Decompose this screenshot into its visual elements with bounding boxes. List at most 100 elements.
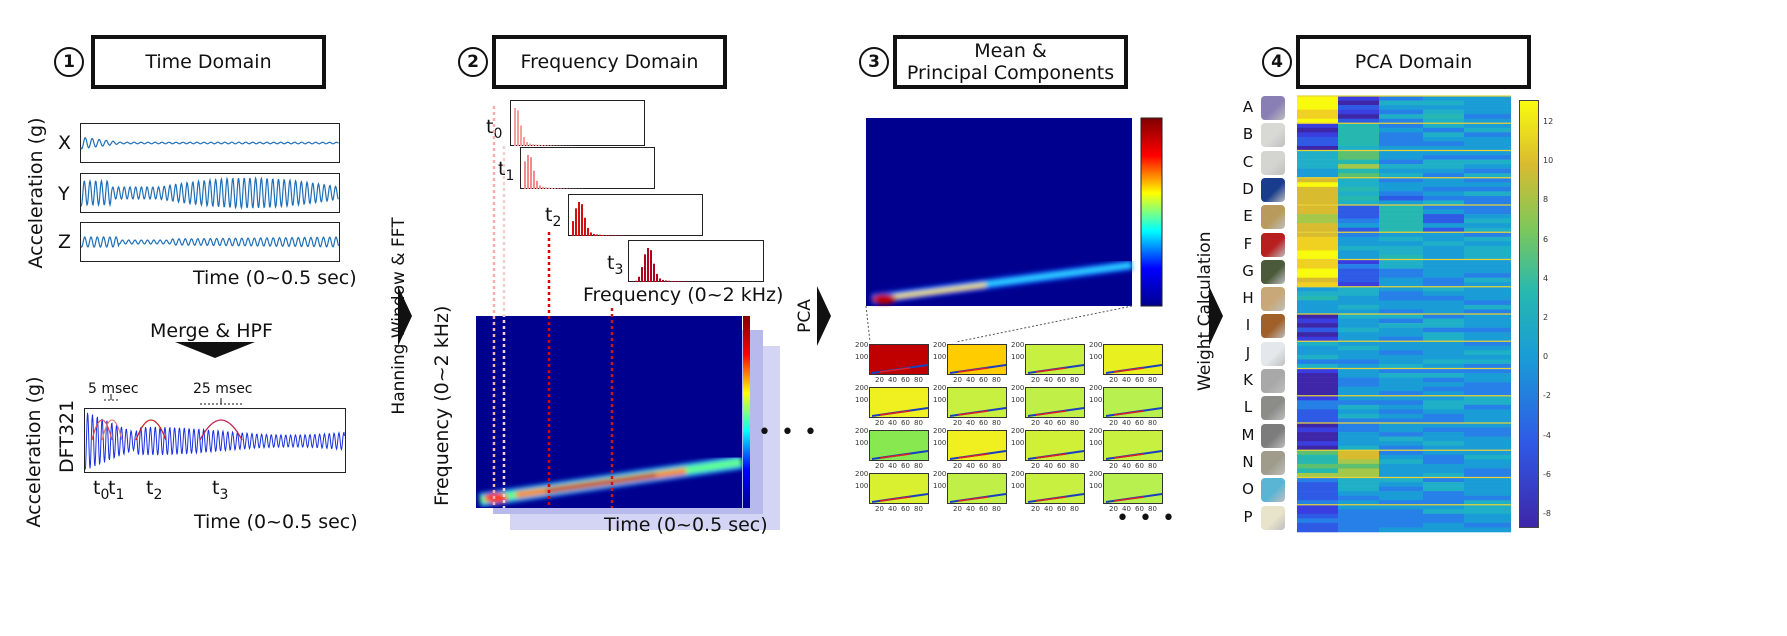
- spectrum-bar: [550, 145, 552, 146]
- pc-tick-x: 80: [1070, 505, 1079, 513]
- heatmap-cell: [1379, 105, 1423, 110]
- step-3-title: Mean & Principal Components: [893, 35, 1128, 89]
- heatmap-cell: [1379, 173, 1423, 179]
- heatmap-cell: [1338, 454, 1379, 460]
- step-1-title: Time Domain: [91, 35, 326, 89]
- material-cube-icon: [1261, 450, 1285, 475]
- heatmap-cell: [1379, 400, 1423, 406]
- material-cube-icon: [1261, 369, 1285, 393]
- heatmap-cell: [1338, 191, 1379, 197]
- heatmap-cell: [1464, 363, 1511, 369]
- heatmap-cell: [1338, 491, 1379, 496]
- spectrum-t2: [568, 194, 703, 236]
- heatmap-cell: [1338, 495, 1379, 501]
- heatmap-cell: [1423, 100, 1464, 106]
- heatmap-cell: [1464, 477, 1511, 483]
- heatmap-cell: [1464, 454, 1511, 460]
- spectrum-bar: [517, 110, 519, 146]
- heatmap-cell: [1297, 127, 1338, 133]
- heatmap-cell: [1464, 127, 1511, 133]
- heatmap-cell: [1464, 132, 1511, 138]
- heatmap-cell: [1464, 177, 1511, 183]
- heatmap-cell: [1379, 96, 1423, 101]
- spectrum-bar: [647, 248, 649, 282]
- heatmap-cell: [1423, 450, 1464, 456]
- spectrum-bar: [545, 187, 547, 189]
- heatmap-cell: [1338, 459, 1379, 465]
- heatmap-cell: [1297, 136, 1338, 142]
- heatmap-cell: [1464, 491, 1511, 496]
- time-domain-x-label: Time (0~0.5 sec): [193, 267, 357, 289]
- heatmap-cell: [1423, 395, 1464, 401]
- material-label: N: [1242, 452, 1254, 471]
- pc-tick-x: 20: [953, 462, 962, 470]
- heatmap-cell: [1423, 463, 1464, 469]
- heatmap-cell: [1423, 354, 1464, 360]
- heatmap-cell: [1338, 159, 1379, 165]
- heatmap-cell: [1464, 323, 1511, 328]
- heatmap-cell: [1379, 304, 1423, 310]
- heatmap-cell: [1338, 195, 1379, 201]
- heatmap-cell: [1423, 168, 1464, 174]
- heatmap-cell: [1338, 382, 1379, 387]
- heatmap-cell: [1297, 318, 1338, 324]
- pc-tick-x: 40: [966, 376, 975, 384]
- heatmap-cell: [1464, 304, 1511, 310]
- heatmap-cell: [1423, 205, 1464, 210]
- heatmap-cell: [1338, 377, 1379, 383]
- heatmap-cell: [1338, 295, 1379, 301]
- heatmap-cell: [1464, 445, 1511, 451]
- step-4-number: 4: [1262, 47, 1292, 77]
- time-domain-y-label: Acceleration (g): [25, 117, 47, 269]
- spectrum-bar: [536, 180, 538, 189]
- heatmap-cell: [1297, 518, 1338, 524]
- heatmap-cell: [1379, 250, 1423, 256]
- heatmap-cell: [1464, 486, 1511, 492]
- heatmap-cell: [1338, 445, 1379, 451]
- heatmap-cell: [1423, 482, 1464, 487]
- heatmap-cell: [1423, 522, 1464, 528]
- pc-tick-x: 60: [1057, 462, 1066, 470]
- heatmap-cell: [1379, 491, 1423, 496]
- heatmap-cell: [1338, 277, 1379, 283]
- heatmap-cell: [1379, 459, 1423, 465]
- heatmap-cell: [1297, 182, 1338, 188]
- heatmap-cell: [1423, 472, 1464, 478]
- heatmap-cell: [1379, 195, 1423, 201]
- heatmap-cell: [1297, 109, 1338, 115]
- spectrum-bar: [596, 234, 598, 236]
- heatmap-cell: [1423, 423, 1464, 428]
- spectrum-bar: [529, 143, 531, 146]
- pc-cell: [869, 473, 929, 504]
- pc-tick-x: 60: [1135, 505, 1144, 513]
- pc-tick-x: 40: [1044, 462, 1053, 470]
- material-label: O: [1242, 480, 1254, 499]
- heatmap-cell: [1423, 427, 1464, 433]
- heatmap-cell: [1464, 504, 1511, 510]
- heatmap-cell: [1423, 223, 1464, 229]
- heatmap-cell: [1338, 109, 1379, 115]
- heatmap-cell: [1379, 141, 1423, 147]
- heatmap-cell: [1379, 323, 1423, 328]
- heatmap-cell: [1338, 386, 1379, 392]
- heatmap-cell: [1379, 432, 1423, 437]
- heatmap-cell: [1464, 118, 1511, 124]
- heatmap-cell: [1464, 450, 1511, 456]
- heatmap-cell: [1423, 259, 1464, 265]
- pc-tick-x: 40: [966, 462, 975, 470]
- spectrum-bar: [656, 273, 658, 282]
- heatmap-cell: [1464, 518, 1511, 524]
- heatmap-cell: [1297, 250, 1338, 256]
- heatmap-cell: [1297, 245, 1338, 251]
- spectrum-bar: [611, 235, 613, 236]
- pc-cell: [1025, 473, 1085, 504]
- heatmap-cell: [1297, 463, 1338, 469]
- pc-tick-x: 40: [1122, 419, 1131, 427]
- heatmap-cell: [1338, 332, 1379, 338]
- heatmap-cell: [1464, 350, 1511, 356]
- heatmap-cell: [1423, 159, 1464, 165]
- window-25msec-label: 25 msec: [193, 381, 253, 397]
- material-label: D: [1242, 179, 1254, 198]
- heatmap-cell: [1423, 518, 1464, 524]
- heatmap-cell: [1379, 463, 1423, 469]
